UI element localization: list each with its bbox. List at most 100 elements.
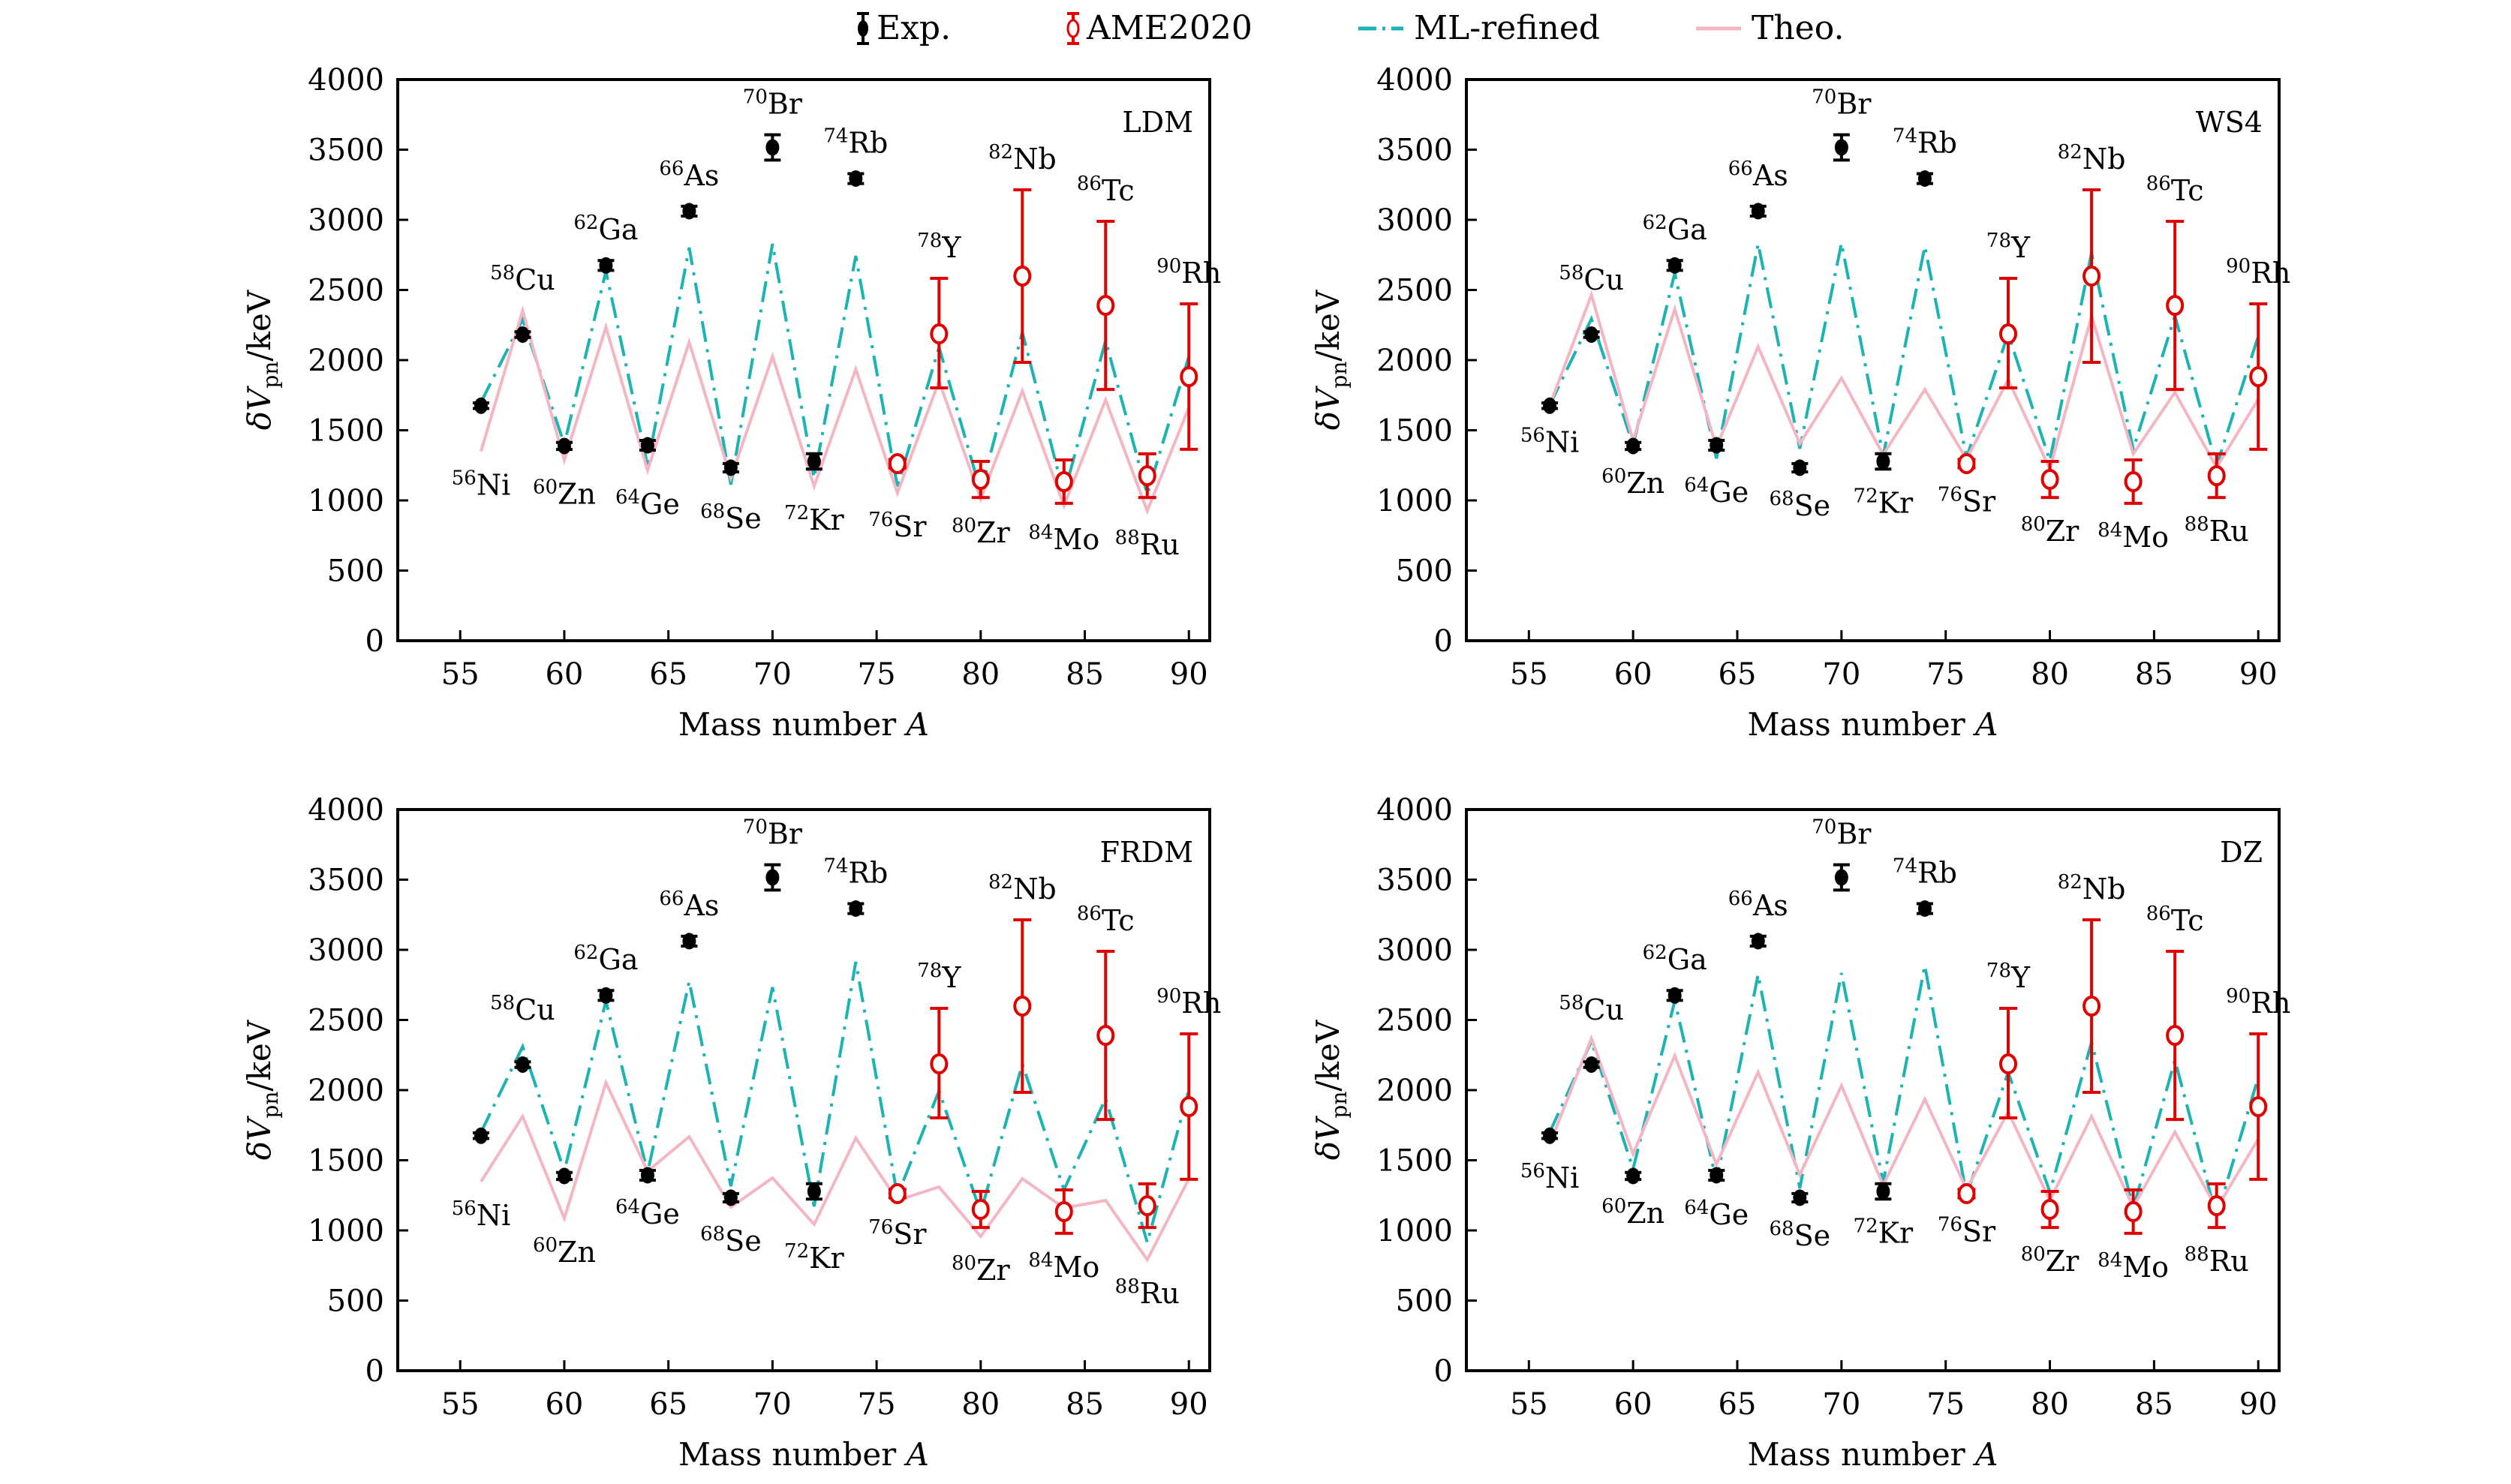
isotope-mass: 74 [1893,855,1917,877]
isotope-label: 82Nb [988,871,1057,906]
isotope-mass: 82 [2058,141,2082,164]
isotope-symbol: Kr [1878,486,1914,519]
exp-marker [599,987,613,1004]
isotope-mass: 88 [1115,527,1140,549]
ame-point [2249,302,2268,451]
isotope-mass: 70 [1812,86,1836,109]
exp-point [805,452,822,471]
isotope-symbol: Kr [1878,1216,1914,1249]
x-tick-label: 85 [1066,657,1104,692]
y-tick-label: 500 [1396,1284,1453,1319]
ame-marker [971,1198,990,1220]
isotope-mass: 78 [1986,960,2011,982]
isotope-label: 74Rb [823,855,888,889]
ame-point [1096,950,1115,1122]
ame-marker [888,453,907,475]
exp-marker [1626,437,1640,455]
isotope-symbol: Br [768,818,803,851]
isotope-mass: 78 [1986,230,2011,252]
exp-point [1875,452,1892,471]
isotope-symbol: Cu [1583,993,1624,1026]
isotope-symbol: Nb [1013,873,1057,906]
isotope-label: 58Cu [1559,992,1624,1026]
exp-marker [807,453,821,470]
isotope-label: 82Nb [2058,141,2126,176]
ame-point [1180,1032,1198,1181]
exp-marker [1834,139,1848,156]
x-tick-label: 55 [441,657,480,692]
isotope-label: 88Ru [2185,1243,2249,1278]
exp-marker [557,437,571,455]
isotope-label: 72Kr [784,502,844,536]
exp-point [1833,863,1850,892]
isotope-label: 72Kr [1854,1215,1914,1249]
isotope-mass: 82 [988,141,1013,164]
isotope-mass: 60 [533,1234,558,1257]
exp-point [1583,1056,1600,1073]
isotope-mass: 84 [1028,521,1053,544]
exp-marker [599,257,613,274]
isotope-symbol: Tc [2171,904,2204,937]
isotope-symbol: Br [1836,818,1872,851]
y-tick-label: 0 [1434,1354,1453,1389]
isotope-symbol: Ge [1709,476,1749,509]
isotope-mass: 66 [659,888,684,910]
x-axis-label-text: Mass number [1748,1436,1976,1473]
exp-point [1916,170,1933,188]
ame-point [2166,950,2185,1122]
isotope-symbol: Tc [1102,174,1135,207]
x-axis-label: Mass number A [678,1436,929,1473]
y-tick-label: 1000 [1376,1214,1453,1248]
y-axis-label: δVpn/keV [1310,290,1352,430]
isotope-symbol: Se [1794,489,1831,522]
exp-point [597,987,615,1004]
exp-marker [682,203,696,220]
isotope-label: 62Ga [1643,212,1707,246]
isotope-symbol: Se [1794,1219,1831,1252]
y-axis-label: δVpn/keV [241,290,283,430]
exp-point [1666,987,1683,1004]
y-axis-label-sub: pn [1327,1092,1352,1119]
isotope-label: 80Zr [952,515,1010,549]
isotope-label: 74Rb [1893,125,1957,159]
x-tick-label: 65 [1719,1387,1757,1422]
legend: Exp. AME2020 ML-refined Theo. [857,9,1844,47]
isotope-mass: 62 [573,212,598,234]
exp-point [805,1182,822,1201]
exp-point [1708,437,1725,454]
y-tick-label: 2000 [1376,344,1453,378]
exp-point [639,437,656,454]
x-tick-label: 60 [1614,1387,1652,1422]
exp-point [514,1056,531,1073]
legend-label: ML-refined [1414,9,1600,47]
isotope-mass: 74 [1893,125,1917,147]
y-tick-label: 1500 [1376,414,1453,449]
isotope-label: 86Tc [1077,903,1135,937]
isotope-mass: 72 [1854,1215,1878,1237]
isotope-symbol: Rh [1181,257,1221,290]
isotope-mass: 60 [533,476,558,499]
exp-marker [765,139,780,156]
isotope-symbol: Zr [976,1254,1010,1287]
isotope-mass: 58 [490,262,515,284]
y-tick-label: 4000 [1376,793,1453,828]
isotope-mass: 70 [743,816,768,839]
isotope-label: 56Ni [452,467,511,502]
isotope-label: 88Ru [1115,1275,1180,1310]
y-tick-label: 4000 [308,793,384,828]
y-tick-label: 0 [365,1354,384,1389]
isotope-label: 86Tc [2146,903,2204,937]
isotope-mass: 76 [1938,1214,1962,1236]
isotope-mass: 58 [1559,992,1583,1014]
series-line-theo [1548,1034,2260,1212]
y-tick-label: 4000 [308,63,384,98]
plot-frame [396,808,1211,1372]
isotope-mass: 64 [1684,474,1709,497]
x-tick-label: 85 [1066,1387,1104,1422]
exp-marker [1834,869,1848,886]
isotope-symbol: Zn [558,478,596,511]
y-axis-label-unit: /keV [241,1020,278,1091]
ame-marker [2207,1195,2226,1217]
ame-point [1957,1183,1976,1205]
isotope-symbol: Rb [848,856,888,889]
